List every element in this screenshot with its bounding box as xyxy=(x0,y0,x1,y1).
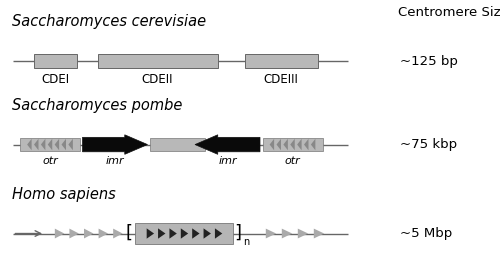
Text: imr: imr xyxy=(106,156,124,166)
Polygon shape xyxy=(146,228,154,239)
Text: CDEI: CDEI xyxy=(41,73,70,86)
Polygon shape xyxy=(290,139,294,150)
Polygon shape xyxy=(215,228,222,239)
Text: Saccharomyces pombe: Saccharomyces pombe xyxy=(12,98,183,113)
Polygon shape xyxy=(70,229,79,239)
Text: otr: otr xyxy=(284,156,300,166)
Bar xyxy=(135,223,232,244)
Polygon shape xyxy=(314,229,324,239)
Text: Saccharomyces cerevisiae: Saccharomyces cerevisiae xyxy=(12,14,206,29)
FancyArrow shape xyxy=(82,135,148,154)
Polygon shape xyxy=(282,229,292,239)
Bar xyxy=(98,54,218,68)
Polygon shape xyxy=(170,228,177,239)
Polygon shape xyxy=(284,139,288,150)
Polygon shape xyxy=(311,139,316,150)
Text: CDEIII: CDEIII xyxy=(264,73,298,86)
Bar xyxy=(245,54,318,68)
Text: ~75 kbp: ~75 kbp xyxy=(400,138,457,151)
Polygon shape xyxy=(27,139,32,150)
Text: ~125 bp: ~125 bp xyxy=(400,55,458,68)
Polygon shape xyxy=(98,229,108,239)
Polygon shape xyxy=(276,139,281,150)
Bar xyxy=(20,138,80,151)
Polygon shape xyxy=(304,139,308,150)
Polygon shape xyxy=(54,139,59,150)
Text: otr: otr xyxy=(42,156,58,166)
Text: ]: ] xyxy=(234,224,242,242)
Polygon shape xyxy=(62,139,66,150)
Polygon shape xyxy=(55,229,64,239)
Polygon shape xyxy=(204,228,211,239)
Polygon shape xyxy=(298,229,308,239)
Text: imr: imr xyxy=(218,156,237,166)
Bar xyxy=(150,138,205,151)
Text: ~5 Mbp: ~5 Mbp xyxy=(400,227,452,240)
Polygon shape xyxy=(192,228,200,239)
Polygon shape xyxy=(84,229,94,239)
Polygon shape xyxy=(297,139,302,150)
Text: Centromere Size: Centromere Size xyxy=(398,6,500,19)
Polygon shape xyxy=(34,139,38,150)
Polygon shape xyxy=(266,229,276,239)
Polygon shape xyxy=(181,228,188,239)
Text: Homo sapiens: Homo sapiens xyxy=(12,187,116,202)
Bar xyxy=(262,138,322,151)
Polygon shape xyxy=(270,139,274,150)
Polygon shape xyxy=(41,139,46,150)
Text: CDEII: CDEII xyxy=(142,73,174,86)
Polygon shape xyxy=(68,139,73,150)
Polygon shape xyxy=(158,228,166,239)
Polygon shape xyxy=(48,139,52,150)
Bar xyxy=(34,54,76,68)
Text: n: n xyxy=(244,237,250,247)
Polygon shape xyxy=(113,229,122,239)
FancyArrow shape xyxy=(195,135,260,154)
Text: [: [ xyxy=(126,224,132,242)
